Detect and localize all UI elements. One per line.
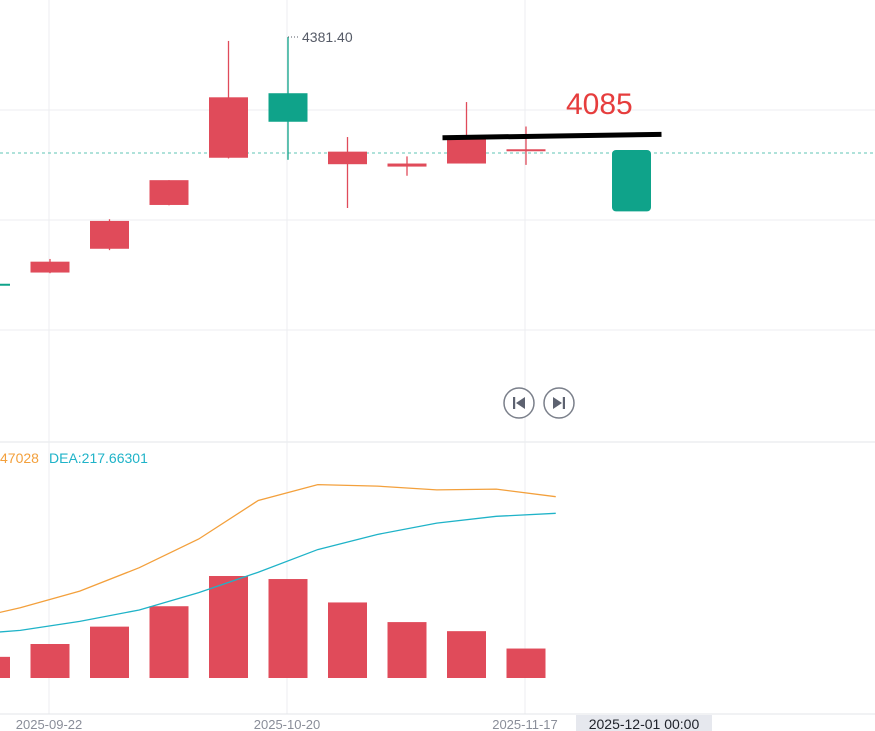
macd-bar — [387, 622, 427, 678]
grid-lines — [0, 0, 875, 715]
candle-body — [30, 261, 70, 273]
candles-layer — [0, 36, 651, 286]
macd-bar — [209, 576, 248, 678]
candle-body — [0, 283, 10, 286]
candle-body — [209, 97, 248, 158]
x-tick-label: 2025-10-20 — [254, 717, 321, 731]
candle-body — [90, 220, 129, 249]
crosshair-date-label: 2025-12-01 00:00 — [589, 716, 700, 731]
x-axis: 2025-09-22 2025-10-20 2025-11-17 2025-12-01… — [16, 715, 712, 731]
annotation-label: 4085 — [566, 88, 633, 121]
next-button[interactable] — [543, 387, 575, 419]
skip-back-icon — [513, 397, 525, 409]
high-price-label: 4381.40 — [302, 29, 353, 45]
trendline-annotation[interactable]: 4085 — [442, 88, 662, 141]
macd-bar — [90, 626, 129, 678]
dif-value-label: 47028 — [0, 450, 39, 466]
candle-body — [447, 138, 486, 164]
candle-body — [268, 93, 308, 122]
candle-body — [387, 163, 427, 167]
macd-indicator: 47028 DEA:217.66301 — [0, 450, 556, 678]
macd-bar — [506, 648, 546, 678]
macd-bar — [268, 579, 308, 678]
macd-bar — [447, 631, 486, 678]
skip-forward-icon — [553, 397, 565, 409]
macd-bar — [30, 644, 70, 678]
pending-candle — [612, 149, 651, 212]
prev-button[interactable] — [503, 387, 535, 419]
macd-bar — [149, 606, 189, 678]
dea-line — [0, 512, 556, 633]
macd-bar — [328, 602, 367, 678]
candle-body — [149, 180, 189, 205]
crosshair-date-box — [576, 715, 712, 731]
dif-line — [0, 483, 556, 614]
macd-bar — [0, 656, 10, 678]
candle-body — [328, 151, 367, 165]
x-tick-label: 2025-09-22 — [16, 717, 83, 731]
x-tick-label: 2025-11-17 — [492, 717, 558, 731]
trend-line — [442, 131, 662, 141]
dea-value-label: DEA:217.66301 — [49, 450, 148, 466]
candle-body — [506, 149, 546, 152]
